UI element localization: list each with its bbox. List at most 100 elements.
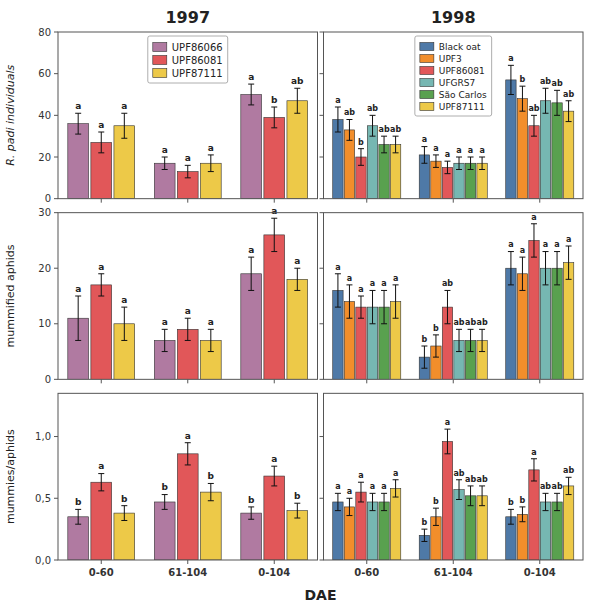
bar — [390, 145, 400, 199]
error-line — [568, 246, 569, 279]
y-tick — [54, 268, 58, 269]
legend-label: Black oat — [439, 42, 481, 52]
bar — [356, 307, 366, 379]
y-tick-label: 0,0 — [35, 555, 51, 566]
y-tick — [320, 436, 324, 437]
bar — [442, 441, 452, 560]
y-tick — [54, 73, 58, 74]
annotation: a — [508, 240, 513, 249]
legend-label: UPF87111 — [439, 102, 485, 112]
error-bar — [566, 246, 572, 279]
error-cap — [468, 485, 474, 486]
error-line — [384, 493, 385, 510]
marks — [68, 443, 308, 560]
error-cap — [121, 307, 127, 308]
error-line — [447, 290, 448, 323]
annotation: a — [422, 135, 427, 144]
error-line — [568, 101, 569, 122]
bar — [552, 502, 562, 560]
error-bar — [98, 474, 104, 491]
bar — [506, 80, 516, 199]
error-cap — [393, 152, 399, 153]
error-line — [545, 88, 546, 113]
bar — [200, 492, 221, 560]
x-tick — [187, 199, 188, 203]
error-bar — [346, 498, 352, 515]
annotations: aaaaaabbababababaaaaaa — [335, 213, 571, 344]
error-cap — [358, 296, 364, 297]
bar — [68, 124, 89, 199]
error-cap — [248, 84, 254, 85]
bar — [563, 486, 573, 560]
error-cap — [433, 525, 439, 526]
error-cap — [508, 284, 514, 285]
panel: aabbabababaaaaaaababababab1998Black oatU… — [320, 8, 584, 203]
x-tick — [539, 379, 540, 383]
error-line — [557, 90, 558, 115]
error-cap — [479, 505, 485, 506]
x-tick — [539, 560, 540, 564]
x-tick — [187, 379, 188, 383]
error-cap — [346, 284, 352, 285]
error-line — [372, 115, 373, 136]
error-cap — [346, 119, 352, 120]
error-cap — [554, 251, 560, 252]
y-tick-label: 0 — [45, 374, 51, 385]
error-cap — [444, 161, 450, 162]
error-line — [164, 329, 165, 351]
plot-background — [58, 32, 318, 199]
error-cap — [162, 157, 168, 158]
error-line — [522, 257, 523, 290]
error-cap — [335, 132, 341, 133]
error-bar — [185, 318, 191, 340]
error-cap — [208, 171, 214, 172]
legend-swatch — [420, 67, 434, 75]
legend-swatch — [420, 55, 434, 63]
error-cap — [508, 65, 514, 66]
bar — [540, 101, 550, 199]
error-cap — [566, 100, 572, 101]
title: 1997 — [165, 8, 210, 27]
bar — [563, 111, 573, 198]
error-bar — [346, 285, 352, 318]
legend-swatch — [153, 69, 167, 78]
error-bar — [162, 157, 168, 170]
error-bar — [162, 329, 168, 351]
error-bar — [393, 136, 399, 153]
error-cap — [185, 165, 191, 166]
error-bar — [508, 252, 514, 285]
error-cap — [335, 493, 341, 494]
error-cap — [393, 318, 399, 319]
annotation: ab — [344, 108, 355, 117]
error-cap — [381, 152, 387, 153]
error-bar — [98, 132, 104, 153]
annotation: a — [98, 120, 104, 130]
y-tick — [320, 498, 324, 499]
error-cap — [294, 268, 300, 269]
error-bar — [208, 329, 214, 351]
panel: aaaaaabbababababaaaaaa — [320, 213, 584, 384]
error-cap — [185, 318, 191, 319]
error-line — [545, 252, 546, 285]
y-axis-label: R. padi individuals — [4, 65, 17, 166]
error-bar — [248, 84, 254, 105]
error-cap — [444, 429, 450, 430]
error-bar — [335, 107, 341, 132]
error-line — [424, 147, 425, 164]
error-line — [274, 218, 275, 251]
annotation: b — [161, 482, 168, 492]
error-line — [349, 120, 350, 141]
y-tick — [54, 198, 58, 199]
annotation: a — [370, 279, 375, 288]
error-line — [533, 115, 534, 136]
error-cap — [554, 115, 560, 116]
panel: aaaaaabbaabababbbaababab0-6061-1040-104 — [320, 393, 584, 578]
error-cap — [468, 157, 474, 158]
annotation: a — [531, 213, 536, 222]
error-cap — [208, 483, 214, 484]
error-bar — [421, 346, 427, 368]
error-bar — [566, 101, 572, 122]
legend-label: UPF86081 — [172, 55, 223, 66]
bar — [367, 502, 377, 560]
annotation: a — [347, 274, 352, 283]
